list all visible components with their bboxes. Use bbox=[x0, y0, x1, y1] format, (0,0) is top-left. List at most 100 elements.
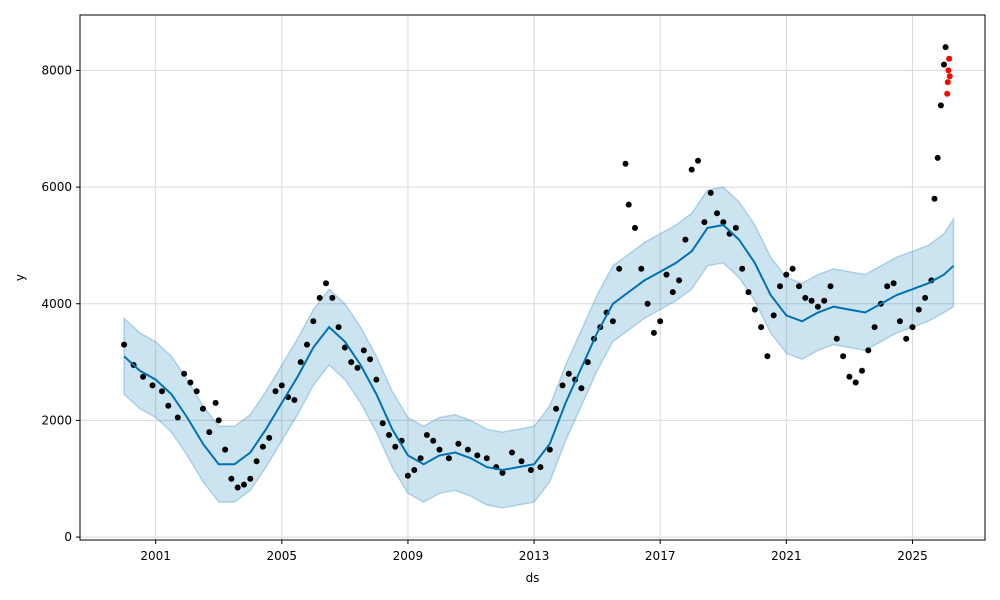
observed-point bbox=[720, 219, 727, 226]
recent-point bbox=[944, 79, 951, 86]
observed-point bbox=[165, 402, 172, 409]
observed-point bbox=[903, 335, 910, 342]
observed-point bbox=[316, 294, 323, 301]
observed-point bbox=[745, 289, 752, 296]
observed-point bbox=[802, 294, 809, 301]
forecast-path bbox=[123, 223, 955, 472]
observed-point bbox=[814, 303, 821, 310]
observed-point bbox=[739, 265, 746, 272]
x-tick-label: 2021 bbox=[771, 549, 802, 563]
observed-point bbox=[360, 347, 367, 354]
recent-point bbox=[946, 73, 953, 80]
observed-point bbox=[852, 379, 859, 386]
observed-point bbox=[827, 283, 834, 290]
observed-point bbox=[676, 277, 683, 284]
observed-point bbox=[751, 306, 758, 313]
observed-point bbox=[310, 318, 317, 325]
observed-point bbox=[206, 429, 213, 436]
observed-point bbox=[884, 283, 891, 290]
observed-point bbox=[783, 271, 790, 278]
observed-point bbox=[942, 44, 949, 51]
observed-point bbox=[323, 280, 329, 287]
observed-point bbox=[937, 102, 944, 109]
observed-point bbox=[140, 373, 147, 380]
observed-point bbox=[373, 376, 380, 383]
x-tick-label: 2009 bbox=[393, 549, 424, 563]
observed-point bbox=[644, 300, 651, 307]
observed-point bbox=[348, 359, 355, 366]
observed-point bbox=[278, 382, 285, 389]
observed-point bbox=[423, 432, 430, 438]
observed-point bbox=[518, 458, 525, 465]
observed-point bbox=[701, 219, 708, 226]
x-tick-label: 2001 bbox=[140, 549, 171, 563]
observed-point bbox=[537, 464, 544, 471]
observed-point bbox=[714, 210, 720, 217]
observed-point bbox=[777, 283, 783, 290]
observed-point bbox=[341, 344, 348, 351]
forecast-line bbox=[123, 223, 955, 472]
observed-point bbox=[379, 420, 386, 427]
observed-point bbox=[638, 265, 645, 272]
observed-point bbox=[808, 297, 815, 304]
observed-point bbox=[445, 455, 452, 462]
observed-point bbox=[329, 294, 336, 301]
observed-point bbox=[896, 318, 903, 325]
observed-point bbox=[941, 61, 947, 68]
observed-point bbox=[411, 467, 418, 473]
observed-point bbox=[404, 472, 411, 479]
observed-point bbox=[253, 458, 260, 465]
x-axis-label: ds bbox=[526, 571, 540, 585]
observed-point bbox=[234, 484, 241, 491]
observed-point bbox=[335, 324, 342, 331]
observed-point bbox=[770, 312, 777, 319]
recent-point bbox=[944, 90, 951, 97]
observed-point bbox=[174, 414, 181, 421]
observed-point bbox=[915, 306, 922, 313]
observed-point bbox=[695, 157, 701, 164]
observed-point bbox=[392, 443, 399, 450]
y-tick-label: 6000 bbox=[41, 180, 72, 194]
uncertainty-band bbox=[123, 186, 955, 509]
observed-point bbox=[546, 446, 553, 453]
observed-point bbox=[266, 434, 273, 441]
observed-point bbox=[865, 347, 872, 354]
observed-point bbox=[707, 189, 714, 196]
observed-point bbox=[121, 341, 128, 348]
x-axis-ticks: 2001 2005 2009 2013 2017 2021 2025 bbox=[140, 540, 928, 563]
observed-point bbox=[669, 289, 676, 296]
recent-point bbox=[946, 55, 953, 62]
observed-point bbox=[622, 160, 629, 167]
observed-point bbox=[909, 324, 916, 331]
observed-point bbox=[527, 467, 534, 473]
observed-point bbox=[764, 353, 771, 360]
observed-point bbox=[632, 224, 638, 231]
observed-point bbox=[578, 385, 585, 392]
observed-point bbox=[732, 224, 739, 231]
recent-point bbox=[945, 67, 952, 74]
observed-point bbox=[833, 335, 840, 342]
observed-point bbox=[181, 370, 188, 377]
observed-point bbox=[871, 324, 878, 331]
observed-point bbox=[455, 440, 462, 447]
y-axis-ticks: 0 2000 4000 6000 8000 bbox=[41, 63, 80, 544]
observed-point bbox=[417, 455, 424, 462]
x-tick-label: 2013 bbox=[519, 549, 550, 563]
observed-point bbox=[688, 166, 695, 173]
observed-point bbox=[187, 379, 194, 386]
observed-point bbox=[553, 405, 560, 412]
observed-point bbox=[789, 265, 796, 272]
observed-point bbox=[259, 443, 266, 450]
observed-point bbox=[499, 469, 506, 476]
observed-point bbox=[796, 283, 802, 290]
observed-point bbox=[215, 417, 222, 424]
observed-point bbox=[483, 455, 490, 462]
observed-point bbox=[193, 388, 200, 395]
observed-point bbox=[228, 475, 235, 482]
observed-point bbox=[241, 481, 247, 488]
observed-point bbox=[474, 452, 481, 459]
observed-point bbox=[430, 437, 437, 444]
observed-point bbox=[682, 236, 689, 243]
x-tick-label: 2025 bbox=[897, 549, 928, 563]
x-tick-label: 2017 bbox=[645, 549, 676, 563]
